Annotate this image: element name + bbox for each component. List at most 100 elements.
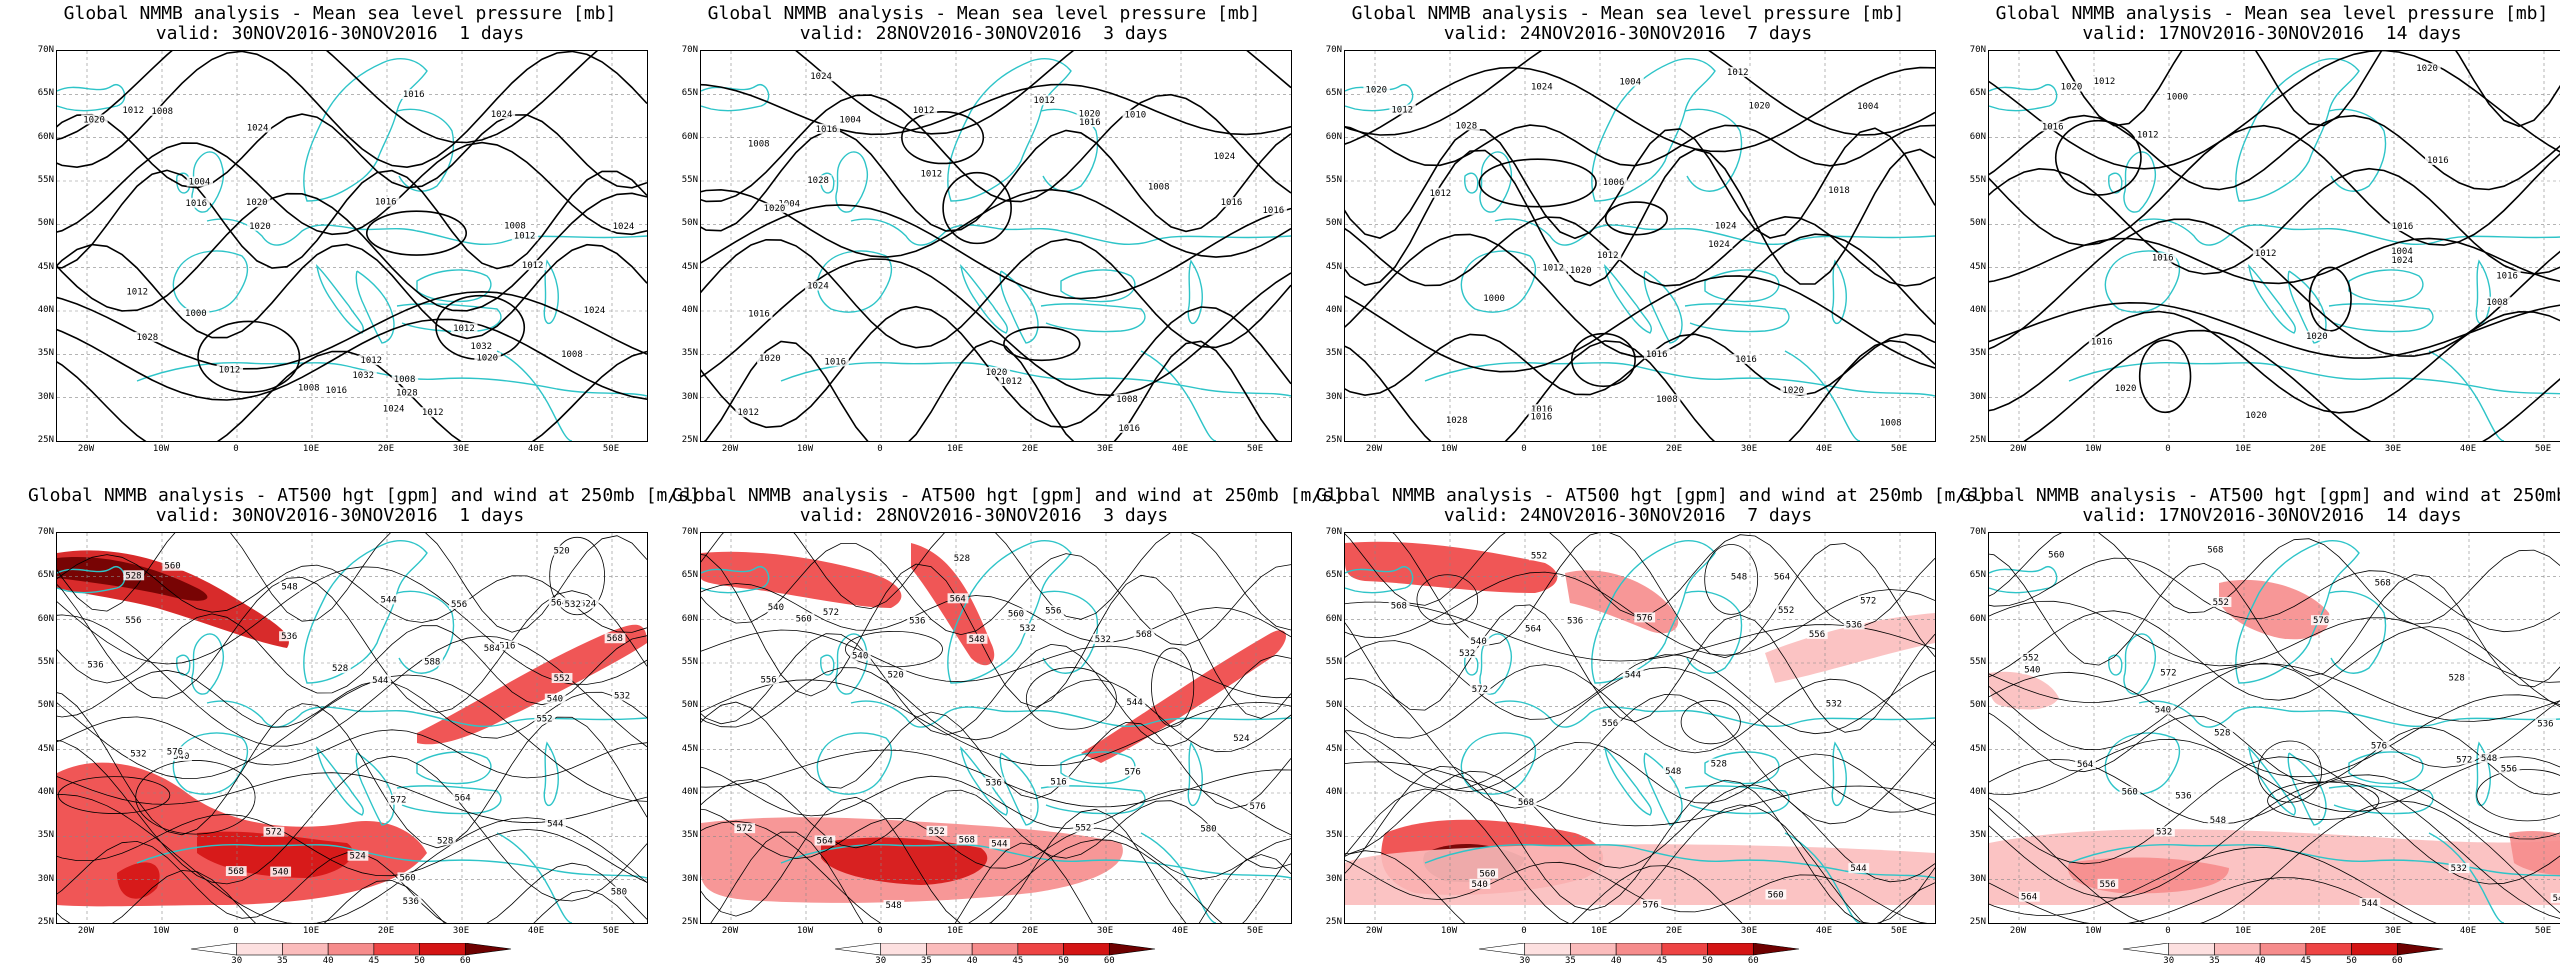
latitude-label: 70N xyxy=(1325,45,1342,55)
contour-label: 1012 xyxy=(126,287,148,297)
latitude-label: 60N xyxy=(37,131,54,142)
contour-label: 1012 xyxy=(2137,130,2159,140)
contour-label: 540 xyxy=(1472,880,1488,890)
contour-label: 1016 xyxy=(1646,350,1668,360)
contour-label: 556 xyxy=(2099,880,2115,890)
contour-label: 1028 xyxy=(807,176,829,186)
colorbar-segment xyxy=(2305,942,2352,956)
colorbar-label: 60 xyxy=(1747,956,1759,966)
coastline xyxy=(2328,590,2387,674)
contour-label: 552 xyxy=(536,714,552,724)
longitude-label: 10E xyxy=(1590,444,1608,454)
contour-label: 560 xyxy=(1767,890,1783,900)
coastline xyxy=(2328,303,2434,333)
contour-label: 1020 xyxy=(2245,411,2267,421)
longitude-label: 0 xyxy=(233,926,239,936)
contour-label: 1020 xyxy=(83,115,105,125)
colorbar-segment xyxy=(2259,942,2307,956)
contour-label: 540 xyxy=(2155,706,2171,716)
coastline xyxy=(2287,752,2327,826)
latitude-label: 65N xyxy=(1325,88,1342,99)
coastline xyxy=(820,654,835,676)
contour-label: 544 xyxy=(2553,894,2560,904)
contour-label: 536 xyxy=(1846,620,1862,630)
contour-label: 1016 xyxy=(1079,118,1101,128)
isobar-contour xyxy=(57,576,647,714)
coastline xyxy=(1140,832,1217,923)
contour-label: 540 xyxy=(2024,665,2040,675)
colorbar-segment xyxy=(1017,942,1064,956)
contour-label: 1018 xyxy=(1828,186,1850,196)
contour-label: 1024 xyxy=(1715,222,1737,232)
contour-label: 1004 xyxy=(1857,102,1879,112)
isobar-contour xyxy=(1345,730,1935,816)
contour-label: 564 xyxy=(1525,625,1541,635)
contour-label: 1012 xyxy=(1391,106,1413,116)
latitude-label: 30N xyxy=(37,873,54,884)
jet-wind-shading xyxy=(821,837,988,885)
map-area: 1008 1012 1016 1020 1024 1028 1032 1012 1008 1004… xyxy=(56,50,648,442)
coastline xyxy=(315,745,364,816)
contour-label: 580 xyxy=(1200,825,1216,835)
contour-label: 1016 xyxy=(375,198,397,208)
isobar-contour xyxy=(549,536,606,616)
isobar-contour xyxy=(1151,647,1195,727)
contour-label: 1016 xyxy=(2091,337,2113,347)
latitude-label: 25N xyxy=(681,917,698,927)
contour-label: 1008 xyxy=(2486,298,2508,308)
coastline xyxy=(176,172,191,194)
colorbar-label: 40 xyxy=(2254,956,2266,966)
coastline xyxy=(315,263,364,334)
latitude-label: 35N xyxy=(37,348,54,359)
colorbar-segment xyxy=(282,942,329,956)
latitude-label: 70N xyxy=(681,45,698,55)
jet-wind-shading xyxy=(1081,630,1286,763)
longitude-label: 10E xyxy=(302,926,320,936)
contour-label: 1024 xyxy=(1213,152,1235,162)
coastline xyxy=(780,843,1291,879)
latitude-label: 60N xyxy=(1969,131,1986,142)
coastline xyxy=(1040,303,1146,333)
latitude-label: 25N xyxy=(1969,917,1986,927)
contour-label: 1024 xyxy=(1531,83,1553,93)
isobar-contour xyxy=(57,614,647,748)
coastline xyxy=(1704,269,1780,303)
latitude-label: 50N xyxy=(37,218,54,229)
map-panel: Global NMMB analysis - AT500 hgt [gpm] a… xyxy=(1316,486,1988,966)
isobar-contour xyxy=(701,808,1291,880)
contour-label: 528 xyxy=(954,554,970,564)
coastline xyxy=(2138,218,2560,246)
latitude-label: 50N xyxy=(681,218,698,229)
contour-label: 1010 xyxy=(1124,111,1146,121)
coastline xyxy=(543,259,559,325)
isobar-contour xyxy=(703,339,1279,441)
longitude-label: 20W xyxy=(2009,926,2027,936)
longitude-label: 50E xyxy=(1246,926,1264,936)
isobar-contour xyxy=(701,667,1291,753)
colorbar-segment xyxy=(2122,942,2170,956)
contour-label: 1008 xyxy=(394,375,416,385)
contour-label: 1028 xyxy=(1446,416,1468,426)
contour-label: 528 xyxy=(2449,674,2465,684)
latitude-label: 40N xyxy=(1325,305,1342,315)
latitude-label: 50N xyxy=(1969,218,1986,229)
isobar-contour xyxy=(1989,846,2437,923)
isobar-contour xyxy=(2257,740,2322,803)
contour-label: 1032 xyxy=(470,342,492,352)
contour-label: 1012 xyxy=(1727,68,1749,78)
contour-label: 1016 xyxy=(2392,222,2414,232)
contour-label: 560 xyxy=(2122,787,2138,797)
isobar-contour xyxy=(1989,877,2413,923)
colorbar-segment xyxy=(834,942,882,956)
longitude-label: 10E xyxy=(302,444,320,454)
latitude-label: 30N xyxy=(1969,873,1986,884)
map-panel: Global NMMB analysis - Mean sea level pr… xyxy=(672,4,1296,474)
isobar-contour xyxy=(701,543,1291,646)
contour-label: 572 xyxy=(823,608,839,618)
isobar-contour xyxy=(57,141,647,236)
jet-wind-shading xyxy=(1989,671,2059,710)
coastline xyxy=(2348,269,2424,303)
isobar-contour xyxy=(701,701,1291,809)
contour-label: 1000 xyxy=(1483,294,1505,304)
contour-label: 556 xyxy=(1045,606,1061,616)
